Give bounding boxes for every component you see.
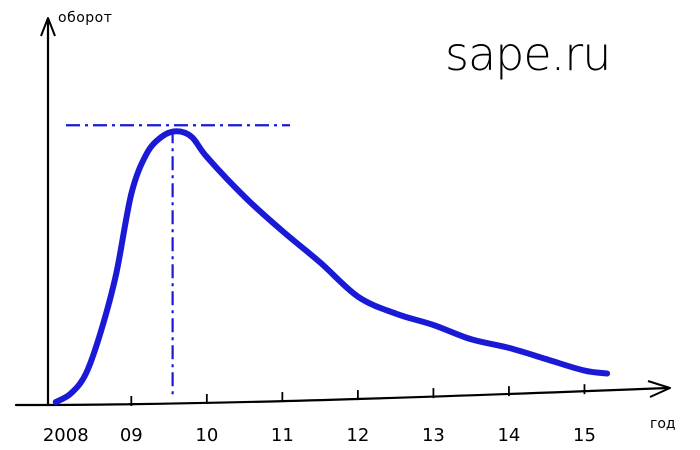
x-tick-label: 09 [120,425,143,446]
x-tick-label: 11 [271,425,294,446]
x-axis-label: год [650,416,676,432]
x-tick-label: 14 [497,425,520,446]
x-axis-arrowhead [647,380,671,398]
x-tick-label: 13 [422,425,445,446]
y-axis-arrowhead [40,17,56,37]
y-axis-label: оборот [58,10,112,26]
watermark-logo: sape.ru [445,27,610,81]
x-tick-label: 15 [573,425,596,446]
x-tick-label: 2008 [43,425,89,446]
x-axis-line [14,386,670,407]
x-tick-label: 10 [195,425,218,446]
x-tick-label: 12 [346,425,369,446]
series-line [52,128,611,405]
series-group [52,128,611,405]
x-ticks: 2008 09 10 11 12 13 14 15 [43,384,596,446]
axes [14,17,671,407]
peak-guides [66,124,290,399]
